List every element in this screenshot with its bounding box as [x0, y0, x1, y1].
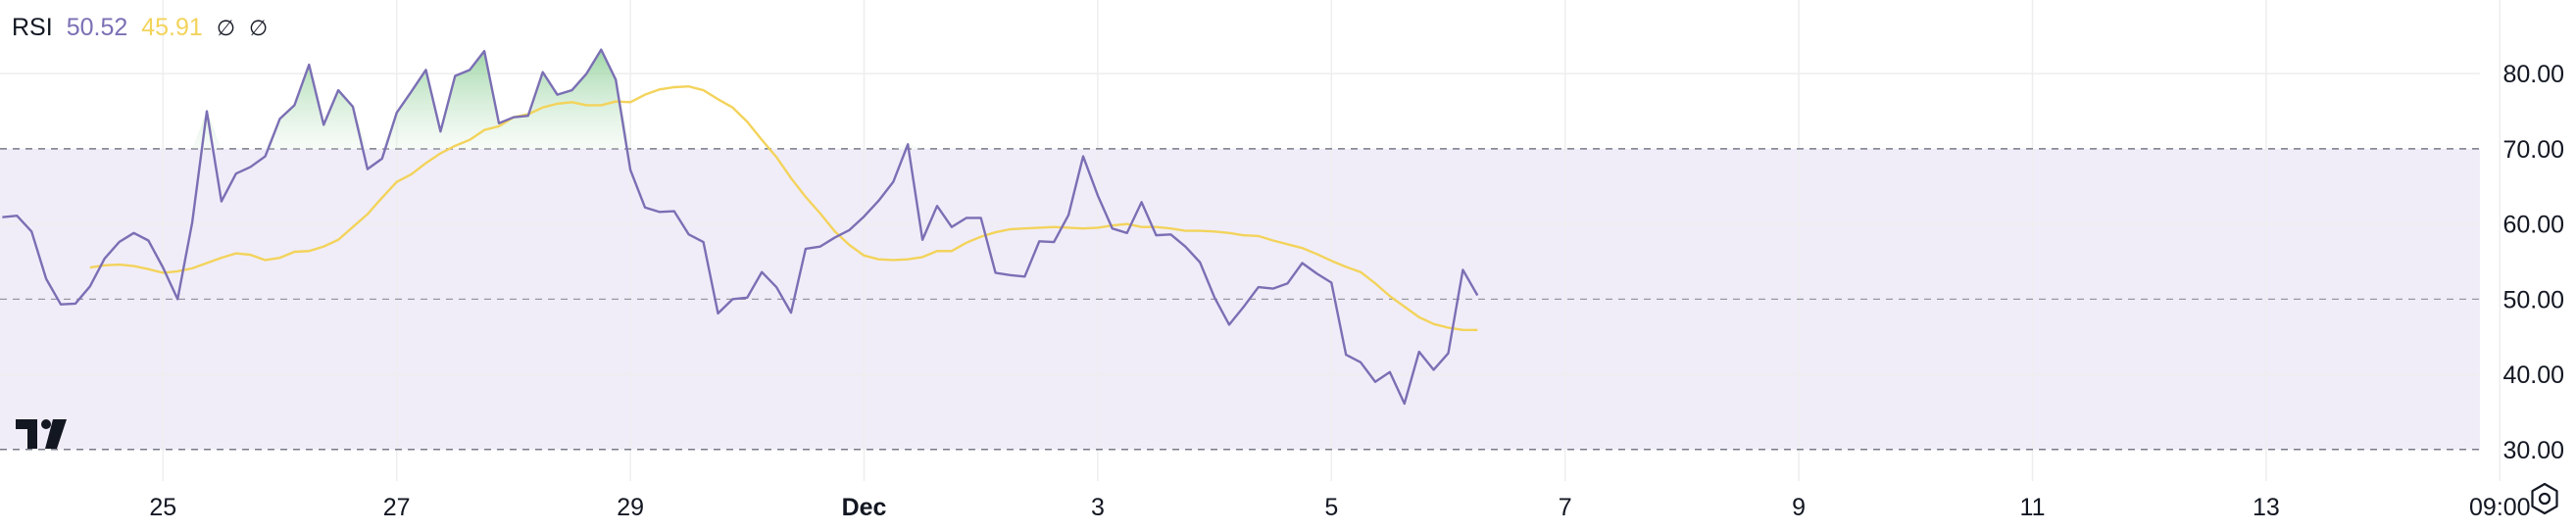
rsi-value: 50.52 — [66, 14, 128, 41]
x-tick-label-09:00: 09:00 — [2469, 494, 2531, 521]
rsi-ma-line — [89, 85, 1478, 331]
rsi-line — [2, 48, 1479, 406]
x-tick-label-3: 3 — [1091, 494, 1105, 521]
x-tick-label-9: 9 — [1792, 494, 1806, 521]
x-tick-label-5: 5 — [1324, 494, 1338, 521]
x-tick-label-29: 29 — [617, 494, 644, 521]
y-tick-label-30.00: 30.00 — [2502, 437, 2564, 464]
grid-layer — [0, 0, 2502, 481]
gear-shape — [2531, 482, 2558, 515]
y-tick-label-40.00: 40.00 — [2502, 362, 2564, 389]
tradingview-logo-glyph — [16, 419, 67, 449]
y-tick-label-50.00: 50.00 — [2502, 286, 2564, 314]
indicator-name[interactable]: RSI — [12, 14, 53, 41]
x-tick-label-27: 27 — [383, 494, 411, 521]
overbought-fill-layer — [2, 49, 1478, 149]
settings-gear-icon[interactable] — [2528, 482, 2561, 520]
x-tick-label-25: 25 — [149, 494, 176, 521]
x-axis-labels: 25 27 29 Dec 3 5 7 9 11 13 09:00 — [149, 494, 2530, 521]
hidden-value-2: ∅ — [248, 15, 269, 40]
x-tick-label-11: 11 — [2020, 494, 2046, 521]
y-tick-label-70.00: 70.00 — [2502, 136, 2564, 164]
y-tick-label-80.00: 80.00 — [2502, 61, 2564, 88]
tradingview-logo-icon[interactable] — [16, 419, 76, 454]
rsi-ma-value: 45.91 — [141, 14, 203, 41]
x-tick-label-13: 13 — [2253, 494, 2280, 521]
series-layer — [2, 48, 1479, 406]
x-tick-label-Dec: Dec — [842, 494, 887, 521]
hidden-value-1: ∅ — [216, 15, 235, 40]
x-tick-label-7: 7 — [1559, 494, 1572, 521]
y-tick-label-60.00: 60.00 — [2502, 212, 2564, 239]
overbought-area-fill — [2, 49, 1478, 149]
y-axis-labels: 30.00 40.00 50.00 60.00 70.00 80.00 — [2502, 61, 2564, 464]
indicator-legend[interactable]: RSI 50.52 45.91 ∅ ∅ — [12, 14, 268, 42]
